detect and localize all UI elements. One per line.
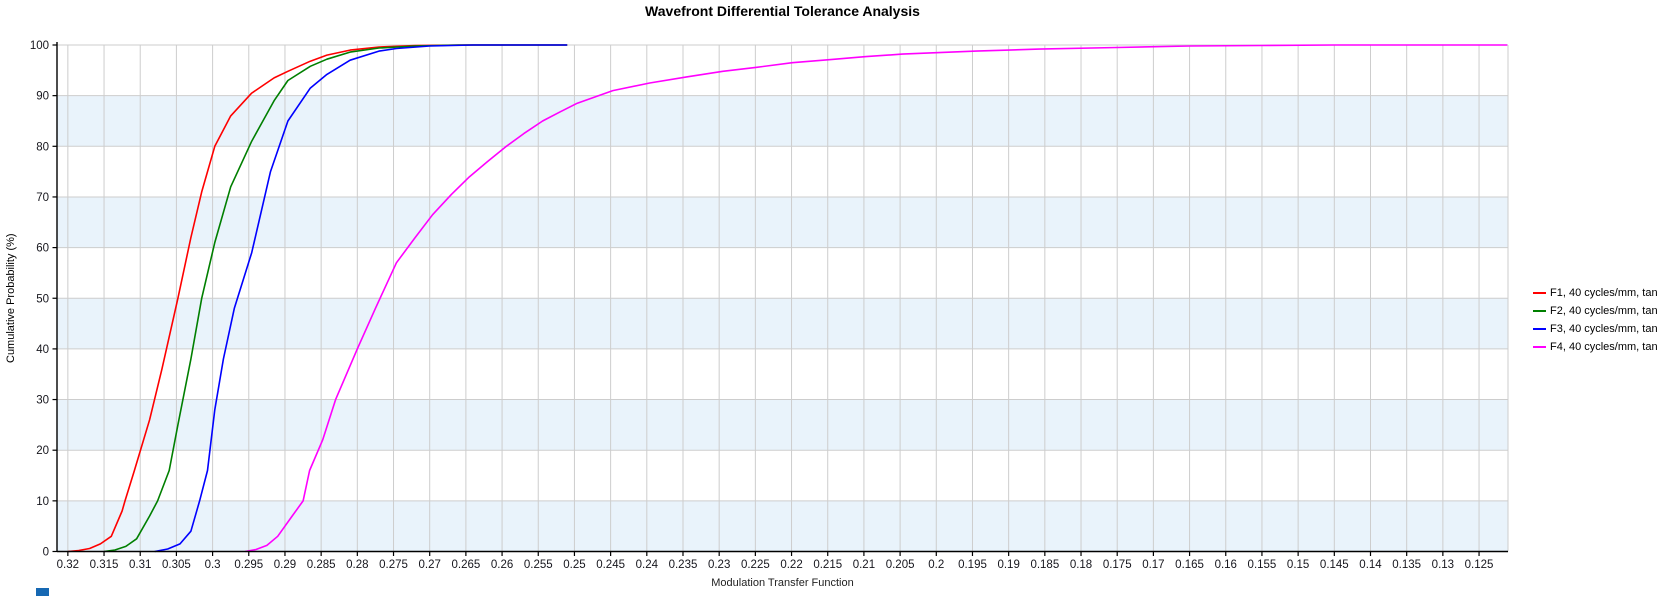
legend-line-swatch-f1 <box>1533 292 1546 294</box>
x-tick-label: 0.25 <box>563 559 585 571</box>
x-tick-label: 0.285 <box>307 559 336 571</box>
shaded-band <box>57 500 1508 552</box>
shaded-band <box>57 196 1508 248</box>
y-tick-label: 10 <box>36 496 49 508</box>
x-tick-label: 0.155 <box>1248 559 1277 571</box>
y-axis-title: Cumulative Probability (%) <box>5 233 17 364</box>
legend-line-swatch-f2 <box>1533 310 1546 312</box>
bottom-left-artifact <box>36 588 49 596</box>
y-tick-label: 90 <box>36 91 49 103</box>
legend-label-f3: F3, 40 cycles/mm, tan <box>1550 323 1658 335</box>
x-tick-label: 0.255 <box>524 559 553 571</box>
chart-title: Wavefront Differential Tolerance Analysi… <box>645 3 920 19</box>
y-tick-label: 0 <box>43 547 49 559</box>
x-tick-label: 0.31 <box>129 559 151 571</box>
y-tick-label: 20 <box>36 445 49 457</box>
x-tick-label: 0.245 <box>596 559 625 571</box>
x-tick-label: 0.125 <box>1465 559 1494 571</box>
x-tick-label: 0.265 <box>451 559 480 571</box>
x-tick-label: 0.305 <box>162 559 191 571</box>
legend-item-f1: F1, 40 cycles/mm, tan <box>1533 284 1658 302</box>
x-tick-label: 0.18 <box>1070 559 1092 571</box>
x-tick-label: 0.225 <box>741 559 770 571</box>
y-tick-label: 70 <box>36 192 49 204</box>
y-tick-label: 50 <box>36 293 49 305</box>
x-tick-label: 0.27 <box>419 559 441 571</box>
x-tick-label: 0.135 <box>1392 559 1421 571</box>
legend-item-f3: F3, 40 cycles/mm, tan <box>1533 320 1658 338</box>
shaded-band <box>57 95 1508 147</box>
legend-line-swatch-f3 <box>1533 328 1546 330</box>
legend-label-f4: F4, 40 cycles/mm, tan <box>1550 341 1658 353</box>
legend-label-f2: F2, 40 cycles/mm, tan <box>1550 305 1658 317</box>
x-tick-label: 0.235 <box>669 559 698 571</box>
x-tick-label: 0.165 <box>1175 559 1204 571</box>
x-tick-label: 0.295 <box>234 559 263 571</box>
x-tick-label: 0.19 <box>997 559 1019 571</box>
x-tick-label: 0.215 <box>813 559 842 571</box>
legend-line-swatch-f4 <box>1533 346 1546 348</box>
legend: F1, 40 cycles/mm, tan F2, 40 cycles/mm, … <box>1533 284 1658 356</box>
x-tick-label: 0.17 <box>1142 559 1164 571</box>
x-tick-label: 0.14 <box>1359 559 1382 571</box>
x-tick-label: 0.16 <box>1215 559 1237 571</box>
x-tick-label: 0.23 <box>708 559 730 571</box>
x-tick-label: 0.205 <box>886 559 915 571</box>
legend-label-f1: F1, 40 cycles/mm, tan <box>1550 287 1658 299</box>
shaded-band <box>57 298 1508 349</box>
legend-item-f2: F2, 40 cycles/mm, tan <box>1533 302 1658 320</box>
x-tick-label: 0.29 <box>274 559 296 571</box>
x-tick-label: 0.13 <box>1432 559 1454 571</box>
series-line <box>67 44 568 553</box>
x-tick-label: 0.175 <box>1103 559 1132 571</box>
y-tick-label: 100 <box>30 40 49 52</box>
x-tick-label: 0.185 <box>1030 559 1059 571</box>
series-line <box>154 44 568 553</box>
y-tick-label: 60 <box>36 243 49 255</box>
x-tick-label: 0.275 <box>379 559 408 571</box>
x-tick-label: 0.3 <box>205 559 221 571</box>
x-tick-label: 0.21 <box>853 559 875 571</box>
x-axis-title: Modulation Transfer Function <box>711 577 854 589</box>
series-line <box>103 44 568 553</box>
x-tick-label: 0.145 <box>1320 559 1349 571</box>
x-tick-label: 0.22 <box>780 559 802 571</box>
x-tick-label: 0.24 <box>636 559 659 571</box>
x-tick-label: 0.315 <box>90 559 119 571</box>
y-tick-label: 80 <box>36 141 49 153</box>
x-tick-label: 0.32 <box>57 559 79 571</box>
x-tick-label: 0.15 <box>1287 559 1309 571</box>
x-tick-label: 0.2 <box>928 559 944 571</box>
x-tick-label: 0.28 <box>346 559 368 571</box>
y-tick-label: 30 <box>36 395 49 407</box>
y-tick-label: 40 <box>36 344 49 356</box>
shaded-band <box>57 399 1508 451</box>
legend-item-f4: F4, 40 cycles/mm, tan <box>1533 338 1658 356</box>
x-tick-label: 0.26 <box>491 559 513 571</box>
series-line <box>245 44 1508 553</box>
x-tick-label: 0.195 <box>958 559 987 571</box>
